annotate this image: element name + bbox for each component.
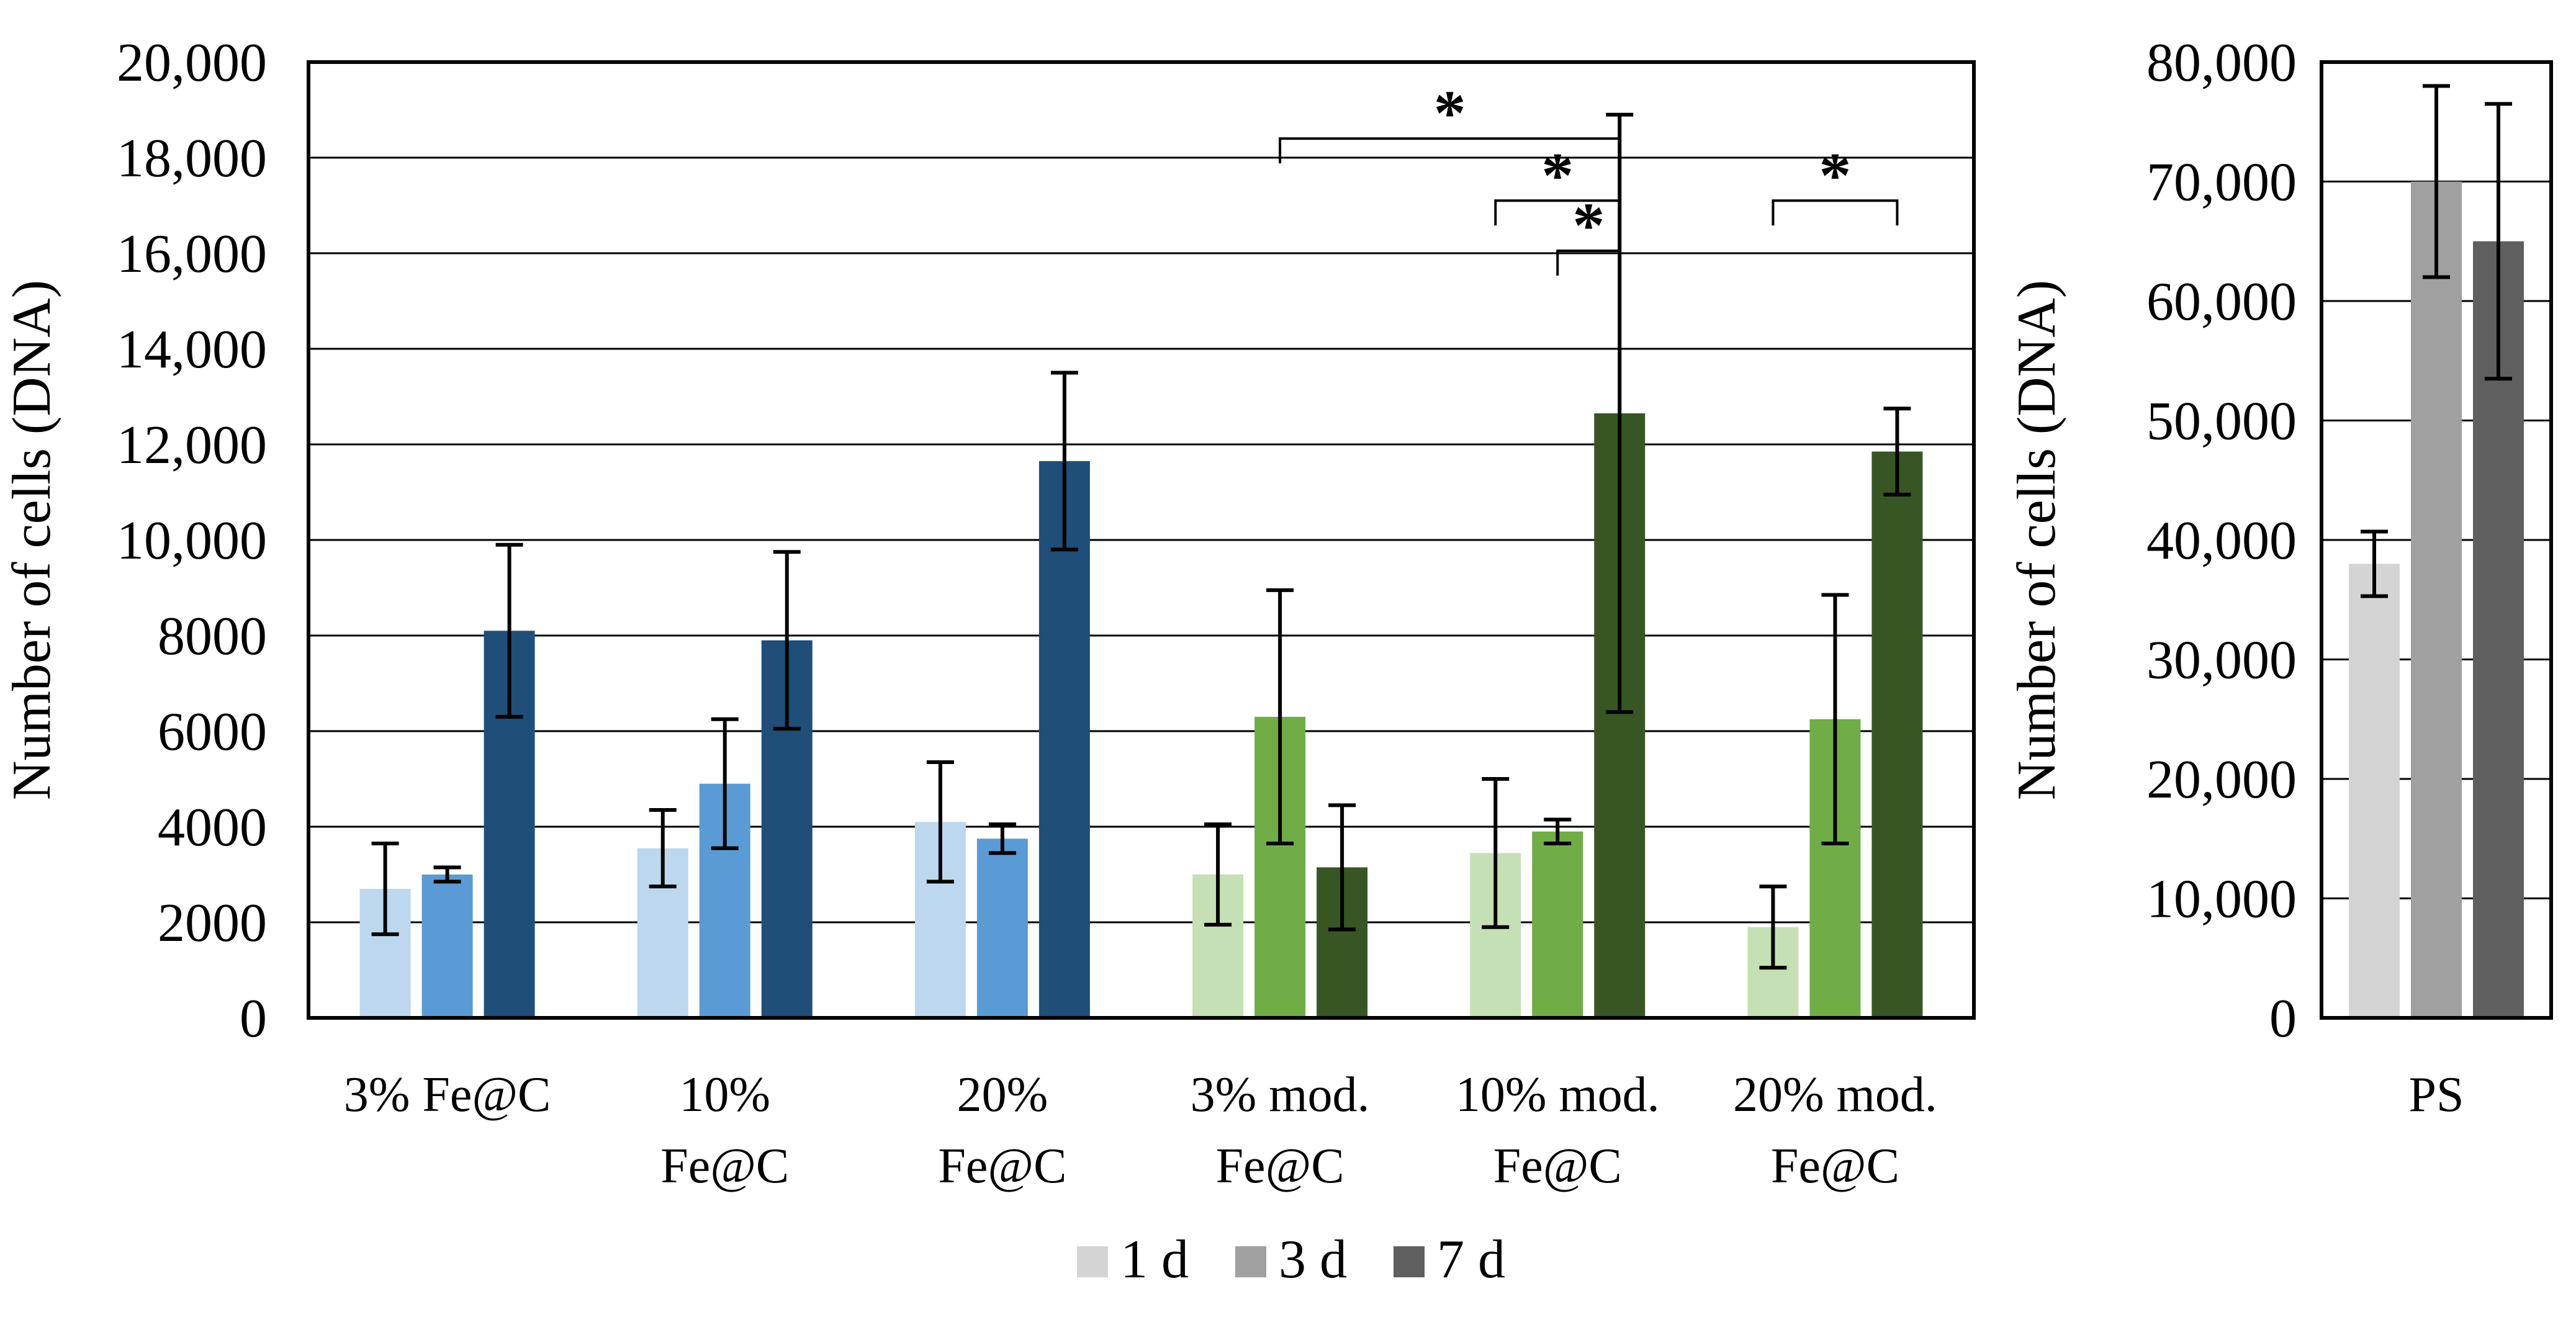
main-y-tick-label: 10,000 [117, 511, 267, 571]
ps-y-tick-label: 60,000 [2146, 272, 2297, 332]
legend-label: 1 d [1120, 1230, 1189, 1290]
significance-bracket [1494, 199, 1621, 226]
legend-swatch [1077, 1246, 1108, 1277]
main-category-label: Fe@C [660, 1139, 789, 1194]
ps-category-label: PS [2409, 1068, 2464, 1122]
legend-label: 7 d [1437, 1230, 1505, 1290]
main-y-tick-label: 0 [240, 989, 267, 1049]
main-category-label: Fe@C [1493, 1139, 1622, 1194]
main-y-tick-label: 18,000 [117, 128, 267, 189]
ps-bar [2349, 564, 2400, 1018]
main-y-tick-label: 16,000 [117, 224, 267, 284]
main-y-axis-label: Number of cells (DNA) [2, 280, 62, 800]
main-y-tick-label: 4000 [158, 798, 267, 858]
main-y-tick-label: 2000 [158, 893, 267, 953]
ps-y-tick-label: 80,000 [2146, 33, 2297, 93]
legend-swatch [1394, 1246, 1425, 1277]
main-category-label: 20% mod. [1733, 1068, 1937, 1122]
significance-bracket [1279, 137, 1621, 164]
significance-star: * [1541, 140, 1574, 211]
ps-y-axis-label: Number of cells (DNA) [2007, 280, 2067, 800]
main-bar [1038, 461, 1090, 1018]
ps-y-tick-label: 0 [2269, 989, 2297, 1049]
significance-bracket [1556, 250, 1621, 276]
ps-plot-frame [2320, 60, 2553, 1020]
ps-y-tick-label: 10,000 [2146, 870, 2297, 930]
significance-bracket [1772, 199, 1899, 226]
main-category-label: Fe@C [938, 1139, 1066, 1194]
significance-star: * [1434, 78, 1466, 149]
significance-star: * [1819, 140, 1851, 211]
ps-y-tick-label: 50,000 [2146, 392, 2297, 452]
ps-y-tick-label: 40,000 [2146, 511, 2297, 571]
main-y-tick-label: 8000 [158, 606, 267, 667]
main-y-tick-label: 20,000 [117, 33, 267, 93]
main-category-label: 20% [957, 1068, 1048, 1122]
main-plot-frame [307, 60, 1976, 1020]
main-category-label: Fe@C [1216, 1139, 1344, 1194]
main-bar [1532, 831, 1583, 1018]
main-category-label: 3% mod. [1191, 1068, 1370, 1122]
main-bar [1871, 451, 1923, 1018]
ps-y-tick-label: 30,000 [2146, 631, 2297, 691]
main-y-tick-label: 14,000 [117, 320, 267, 380]
ps-y-tick-label: 20,000 [2146, 750, 2297, 810]
legend-label: 3 d [1279, 1230, 1347, 1290]
ps-y-tick-label: 70,000 [2146, 153, 2297, 213]
main-bar [976, 839, 1028, 1018]
ps-bar [2411, 181, 2462, 1018]
main-y-tick-label: 12,000 [117, 415, 267, 475]
main-category-label: 10% [679, 1068, 770, 1122]
significance-star: * [1572, 190, 1605, 261]
main-bar [421, 875, 473, 1018]
main-y-tick-label: 6000 [158, 702, 267, 762]
legend-swatch [1235, 1246, 1266, 1277]
main-category-label: 3% Fe@C [344, 1068, 551, 1122]
main-category-label: 10% mod. [1456, 1068, 1660, 1122]
main-category-label: Fe@C [1771, 1139, 1899, 1194]
